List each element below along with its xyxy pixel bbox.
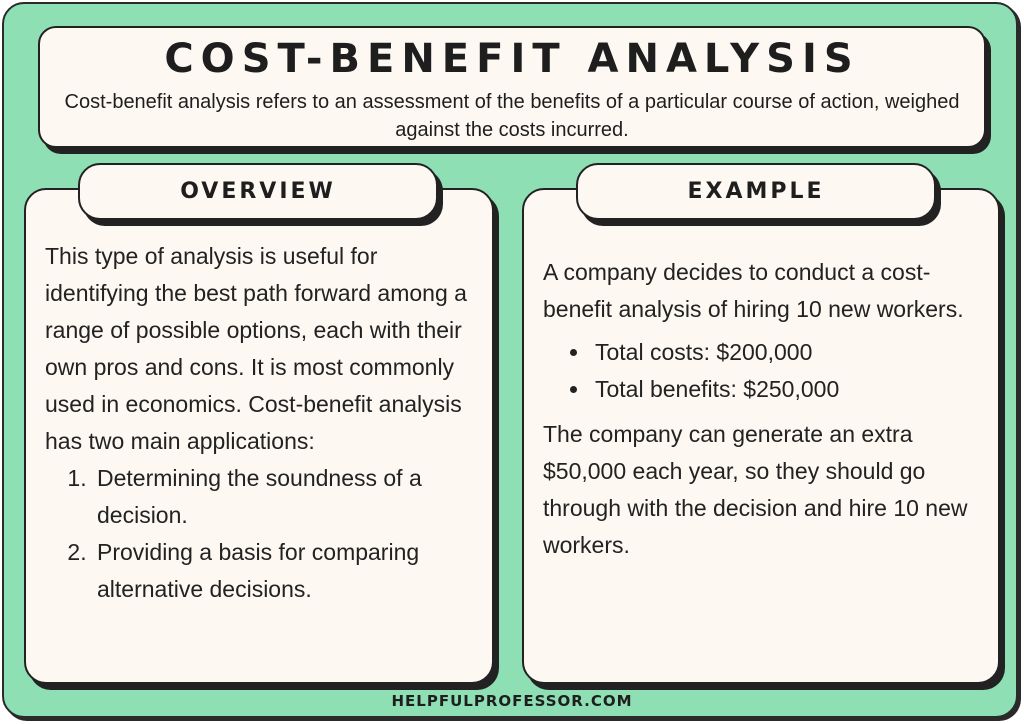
example-heading: EXAMPLE	[576, 163, 936, 220]
page-title: COST-BENEFIT ANALYSIS	[164, 36, 860, 82]
footer-credit: HELPFULPROFESSOR.COM	[391, 692, 633, 710]
overview-body: This type of analysis is useful for iden…	[45, 238, 485, 608]
title-box: COST-BENEFIT ANALYSIS Cost-benefit analy…	[38, 26, 986, 148]
list-item: Total benefits: $250,000	[591, 371, 988, 408]
list-item: Total costs: $200,000	[591, 334, 988, 371]
overview-card	[24, 188, 494, 684]
overview-list: Determining the soundness of a decision.…	[45, 460, 485, 608]
page-subtitle: Cost-benefit analysis refers to an asses…	[64, 91, 960, 141]
example-body: A company decides to conduct a cost-bene…	[543, 254, 988, 564]
overview-heading: OVERVIEW	[78, 163, 438, 220]
example-card	[522, 188, 1000, 684]
example-bullets: Total costs: $200,000 Total benefits: $2…	[543, 334, 988, 408]
list-item: Providing a basis for comparing alternat…	[93, 534, 485, 608]
example-conclusion: The company can generate an extra $50,00…	[543, 421, 968, 558]
list-item: Determining the soundness of a decision.	[93, 460, 485, 534]
overview-paragraph: This type of analysis is useful for iden…	[45, 243, 467, 454]
example-intro: A company decides to conduct a cost-bene…	[543, 259, 964, 322]
